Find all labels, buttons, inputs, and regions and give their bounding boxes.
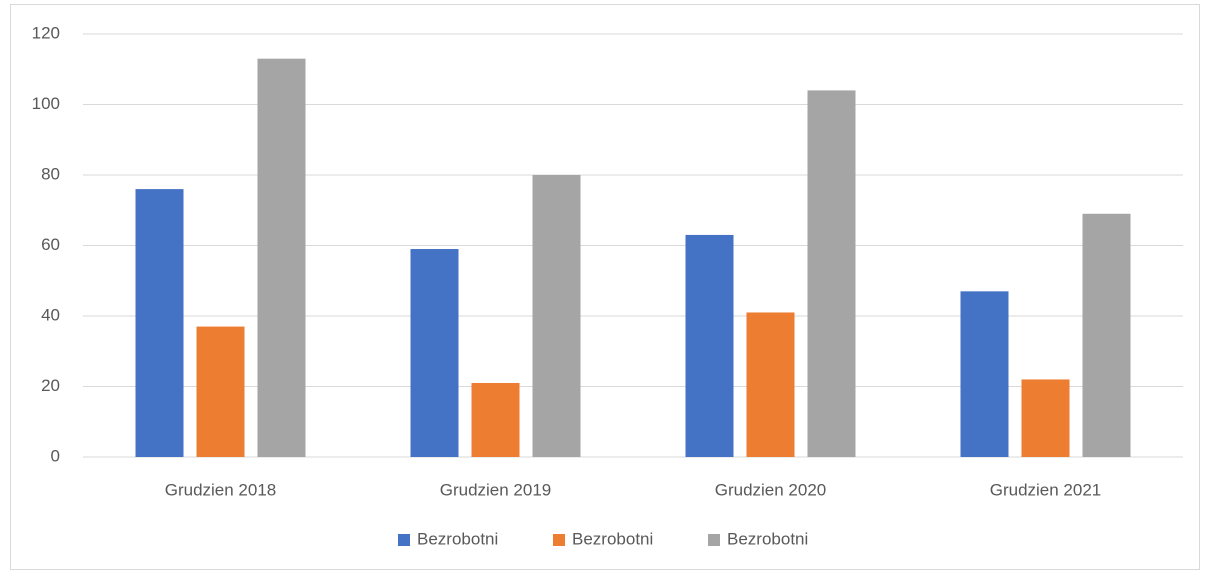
x-tick-label: Grudzien 2021 (990, 480, 1102, 499)
y-tick-label: 40 (41, 305, 60, 324)
x-tick-label: Grudzien 2020 (715, 480, 827, 499)
bar (257, 58, 306, 458)
bar (1082, 213, 1131, 457)
y-tick-label: 60 (41, 235, 60, 254)
legend-swatch (398, 534, 410, 546)
bar (746, 312, 795, 457)
y-tick-label: 0 (51, 446, 60, 465)
bar (960, 291, 1009, 457)
bar (807, 90, 856, 458)
chart-frame (10, 4, 1200, 570)
bar (196, 326, 245, 457)
x-tick-label: Grudzien 2018 (165, 480, 277, 499)
legend-swatch (553, 534, 565, 546)
bar (471, 382, 520, 457)
y-tick-label: 100 (32, 94, 60, 113)
bar (135, 189, 184, 457)
y-tick-label: 80 (41, 164, 60, 183)
bar (685, 234, 734, 457)
bar (532, 175, 581, 457)
legend-swatch (708, 534, 720, 546)
x-tick-label: Grudzien 2019 (440, 480, 552, 499)
bar (410, 249, 459, 457)
legend-label: Bezrobotni (572, 529, 653, 548)
legend-label: Bezrobotni (727, 529, 808, 548)
legend-label: Bezrobotni (417, 529, 498, 548)
y-tick-label: 20 (41, 376, 60, 395)
y-tick-label: 120 (32, 23, 60, 42)
bar (1021, 379, 1070, 457)
